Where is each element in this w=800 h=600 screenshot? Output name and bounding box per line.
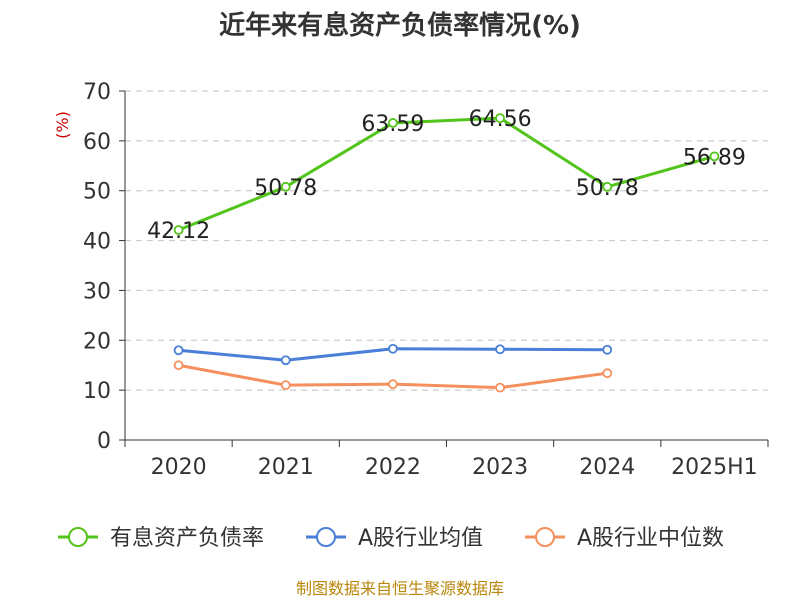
chart-title: 近年来有息资产负债率情况(%) [219,10,581,41]
data-point [602,344,613,355]
x-tick-label: 2025H1 [671,455,758,480]
gridlines [125,90,768,391]
data-point [388,379,398,390]
axes: 0 10 20 30 40 50 60 70 2020 2021 2022 2023 2024 2025H… [83,80,769,480]
y-tick-label: 70 [83,80,111,105]
data-point [280,181,291,192]
series [173,113,720,393]
y-tick-label: 10 [83,379,111,404]
data-label: 64.56 [469,107,532,132]
data-label: 63.59 [361,112,424,137]
data-point [495,382,505,393]
y-tick-label: 40 [83,230,111,255]
data-label: 50.78 [576,176,639,201]
x-tick-label: 2024 [579,455,635,480]
legend-label: 有息资产负债率 [110,526,264,551]
data-point [173,360,184,371]
source-note: 制图数据来自恒生聚源数据库 [296,579,504,598]
legend-marker [68,527,88,547]
x-tick-label: 2021 [258,455,314,480]
x-tick-label: 2020 [151,455,207,480]
data-point [173,345,184,356]
legend-marker [316,527,336,547]
legend-marker [535,527,555,547]
y-tick-label: 60 [83,130,111,155]
y-tick-label: 50 [83,180,111,205]
data-labels: 42.12 50.78 63.59 64.56 50.78 56.89 [147,107,746,244]
data-point [173,225,184,235]
data-point [709,151,720,162]
y-axis-label: (%) [53,111,72,139]
data-point [495,113,505,124]
data-label: 56.89 [683,145,746,170]
data-label: 42.12 [147,219,210,244]
legend-label: A股行业均值 [358,526,483,551]
data-point [388,118,398,128]
data-label: 50.78 [254,176,317,201]
legend: 有息资产负债率 A股行业均值 A股行业中位数 [58,526,724,551]
y-tick-label: 20 [83,329,111,354]
data-point [602,368,613,379]
data-point [280,355,291,366]
y-tick-label: 0 [97,429,111,454]
data-point [280,380,291,391]
x-tick-label: 2023 [472,455,528,480]
legend-label: A股行业中位数 [577,526,724,551]
series-line [178,116,715,232]
y-tick-label: 30 [83,279,111,304]
x-tick-label: 2022 [365,455,421,480]
data-point [495,344,505,355]
data-point [388,343,398,354]
data-point [602,181,613,192]
